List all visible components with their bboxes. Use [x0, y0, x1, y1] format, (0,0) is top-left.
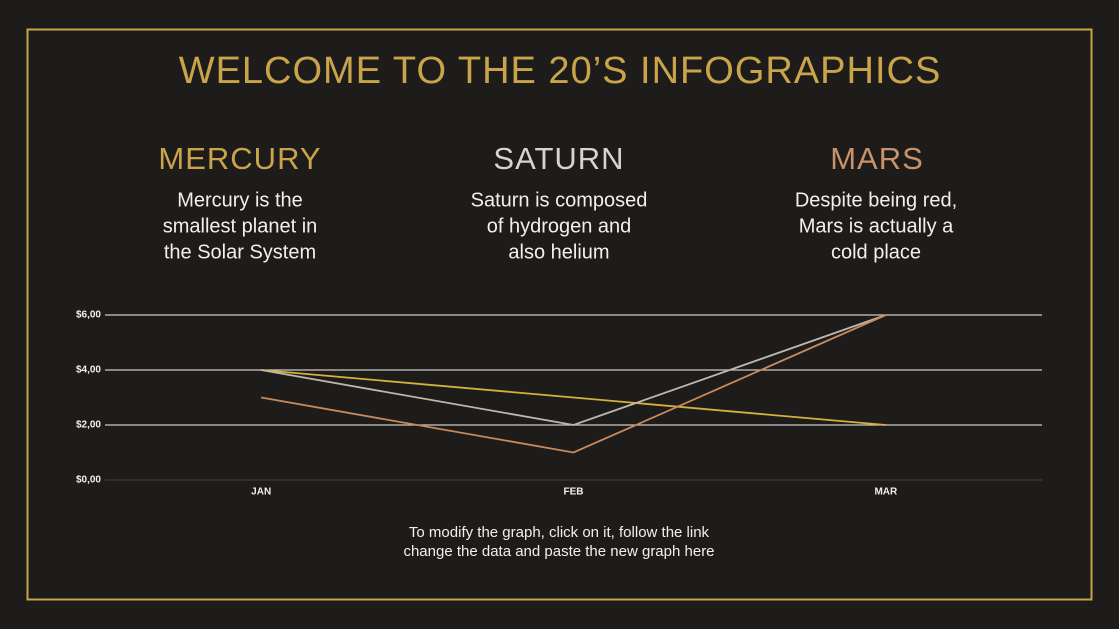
column-text: cold place	[831, 241, 921, 263]
column-text: Despite being red,	[795, 189, 957, 211]
series-line	[261, 369, 886, 426]
column-text: Mercury is the	[177, 189, 303, 211]
column-text: the Solar System	[164, 241, 316, 263]
series-line	[261, 314, 887, 454]
column-text: smallest planet in	[163, 215, 318, 237]
column-text: Saturn is composed	[471, 189, 648, 211]
y-tick-label: $4,00	[76, 365, 101, 376]
column-heading: SATURN	[493, 141, 624, 176]
title: WELCOME TO THE 20’S INFOGRAPHICS	[179, 50, 942, 92]
series-line	[261, 314, 887, 426]
column-text: also helium	[508, 241, 609, 263]
y-tick-label: $0,00	[76, 475, 101, 486]
footer-note: To modify the graph, click on it, follow…	[409, 524, 710, 541]
column-text: Mars is actually a	[799, 215, 954, 237]
column-heading: MERCURY	[158, 141, 321, 176]
footer-note: change the data and paste the new graph …	[403, 543, 714, 560]
chart: $0,00 $2,00 $4,00 $6,00 JAN FEB MAR	[76, 310, 1042, 498]
y-tick-label: $6,00	[76, 310, 101, 321]
x-tick-label: FEB	[564, 487, 584, 498]
x-tick-label: MAR	[874, 487, 898, 498]
y-tick-label: $2,00	[76, 420, 101, 431]
column-text: of hydrogen and	[487, 215, 632, 237]
column-heading: MARS	[830, 141, 924, 176]
frame	[26, 28, 1093, 601]
x-tick-label: JAN	[251, 487, 271, 498]
